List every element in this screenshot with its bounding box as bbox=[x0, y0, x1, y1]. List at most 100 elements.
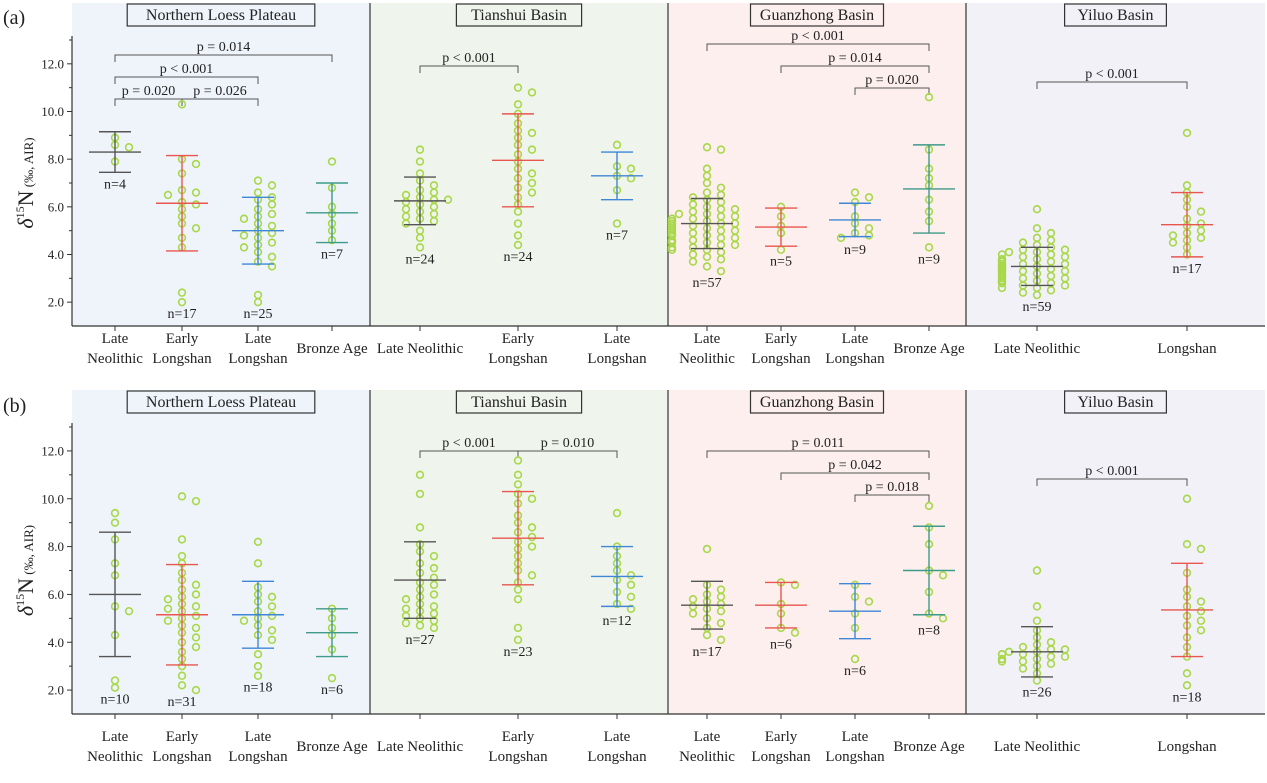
data-point bbox=[527, 188, 537, 197]
n-label: n=5 bbox=[770, 255, 792, 270]
data-point bbox=[702, 630, 712, 640]
data-point bbox=[667, 245, 677, 254]
data-point bbox=[253, 176, 263, 185]
y-tick-label: 12.0 bbox=[41, 443, 64, 458]
data-point bbox=[688, 609, 698, 618]
data-point bbox=[527, 523, 537, 532]
category-label: Late bbox=[102, 331, 129, 347]
data-point bbox=[716, 266, 726, 276]
data-point bbox=[702, 178, 712, 188]
data-point bbox=[401, 594, 411, 604]
p-value-label: p = 0.018 bbox=[865, 480, 918, 495]
region-title-box bbox=[749, 3, 885, 27]
data-point bbox=[1032, 616, 1042, 625]
y-tick-label: 2.0 bbox=[48, 683, 64, 698]
data-point bbox=[513, 594, 523, 604]
data-point bbox=[267, 592, 277, 602]
panel-label: (b) bbox=[3, 395, 26, 417]
data-point bbox=[527, 494, 537, 503]
data-point bbox=[415, 470, 425, 480]
data-point bbox=[1196, 207, 1206, 216]
region-title-box bbox=[455, 3, 583, 27]
data-point bbox=[239, 214, 249, 223]
region-background bbox=[668, 390, 966, 714]
data-point bbox=[1004, 247, 1014, 257]
category-label: Longshan bbox=[825, 749, 885, 765]
data-point bbox=[1182, 681, 1192, 690]
data-point bbox=[177, 288, 187, 297]
category-label: Longshan bbox=[825, 351, 885, 367]
data-point bbox=[191, 590, 201, 599]
category-label: Late bbox=[842, 729, 869, 745]
data-point bbox=[864, 597, 874, 606]
data-point bbox=[850, 188, 860, 197]
category-label: Neolithic bbox=[87, 351, 143, 367]
data-point bbox=[110, 518, 120, 527]
region-title: Guanzhong Basin bbox=[760, 394, 874, 411]
category-label: Early bbox=[765, 729, 798, 745]
n-label: n=7 bbox=[321, 248, 343, 263]
data-point bbox=[429, 590, 439, 599]
data-point bbox=[267, 238, 277, 247]
data-point bbox=[429, 551, 439, 561]
data-point bbox=[191, 580, 201, 590]
data-point bbox=[924, 92, 934, 102]
n-label: n=7 bbox=[606, 229, 628, 244]
category-label: Late bbox=[694, 331, 721, 347]
data-point bbox=[1182, 128, 1192, 138]
data-point bbox=[702, 544, 712, 554]
category-label: Late Neolithic bbox=[994, 739, 1081, 755]
data-point bbox=[163, 604, 173, 613]
data-point bbox=[401, 219, 411, 228]
n-label: n=18 bbox=[244, 681, 273, 696]
data-point bbox=[513, 231, 523, 240]
data-point bbox=[415, 145, 425, 154]
data-point bbox=[429, 563, 439, 573]
data-point bbox=[612, 219, 622, 228]
data-point bbox=[239, 616, 249, 625]
data-point bbox=[527, 128, 537, 138]
data-point bbox=[327, 673, 337, 683]
data-point bbox=[674, 209, 684, 219]
p-value-label: p = 0.042 bbox=[828, 458, 881, 473]
data-point bbox=[997, 283, 1007, 293]
data-point bbox=[527, 145, 537, 154]
n-label: n=24 bbox=[504, 250, 533, 265]
data-point bbox=[415, 233, 425, 243]
data-point bbox=[415, 621, 425, 630]
data-point bbox=[626, 174, 636, 183]
data-point bbox=[177, 681, 187, 690]
category-label: Bronze Age bbox=[296, 739, 368, 755]
significance-bracket bbox=[780, 472, 930, 480]
category-label: Neolithic bbox=[87, 749, 143, 765]
category-label: Late Neolithic bbox=[377, 739, 464, 755]
data-point bbox=[191, 633, 201, 642]
y-axis-label: δ15N (‰, AIR) bbox=[13, 525, 38, 616]
region-title-box bbox=[126, 390, 316, 414]
data-point bbox=[1196, 597, 1206, 606]
data-point bbox=[253, 650, 263, 659]
n-label: n=6 bbox=[770, 638, 792, 653]
data-point bbox=[997, 657, 1007, 666]
data-point bbox=[626, 604, 636, 613]
data-point bbox=[191, 224, 201, 233]
y-axis-label: δ15N (‰, AIR) bbox=[13, 137, 38, 228]
data-point bbox=[924, 243, 934, 252]
y-tick-label: 6.0 bbox=[48, 587, 64, 602]
data-point bbox=[253, 661, 263, 671]
p-value-label: p = 0.011 bbox=[792, 436, 845, 451]
category-label: Bronze Age bbox=[893, 341, 965, 357]
data-point bbox=[191, 602, 201, 611]
data-point bbox=[1032, 290, 1042, 300]
p-value-label: p = 0.010 bbox=[541, 436, 594, 451]
data-point bbox=[1196, 544, 1206, 554]
data-point bbox=[177, 535, 187, 544]
category-label: Early bbox=[502, 729, 535, 745]
significance-bracket bbox=[419, 65, 519, 73]
data-point bbox=[938, 571, 948, 580]
data-point bbox=[267, 228, 277, 238]
n-label: n=17 bbox=[1173, 262, 1202, 277]
data-point bbox=[1046, 659, 1056, 668]
n-label: n=9 bbox=[918, 252, 940, 267]
